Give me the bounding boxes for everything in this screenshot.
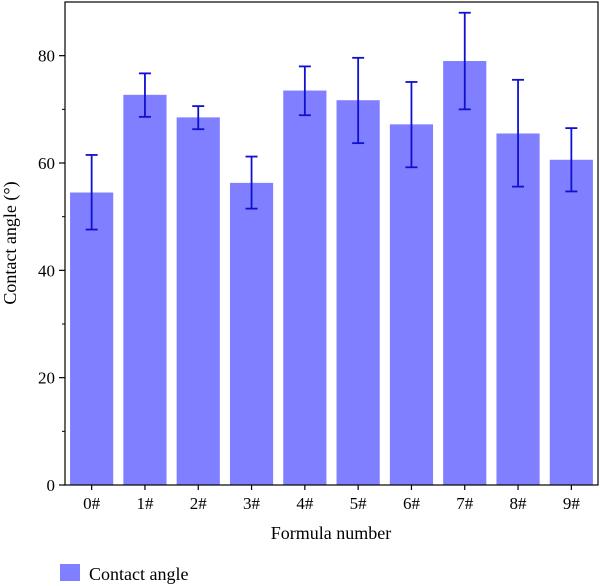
error-bar-5 xyxy=(352,56,365,145)
error-bar-8 xyxy=(512,78,525,188)
x-axis-title: Formula number xyxy=(271,523,391,543)
error-bar-2 xyxy=(192,105,205,131)
bar-2 xyxy=(176,117,220,485)
y-tick-label: 80 xyxy=(38,47,55,66)
legend-label: Contact angle xyxy=(89,564,188,584)
bar-7 xyxy=(443,61,487,485)
bar-9 xyxy=(549,159,593,485)
x-axis: 0# 1# 2# 3# 4# 5# 6# 7# 8# 9# xyxy=(83,485,580,513)
x-tick-label-3: 3# xyxy=(243,494,261,513)
bar-8 xyxy=(496,133,540,486)
y-tick-label: 20 xyxy=(38,369,55,388)
x-tick-label-0: 0# xyxy=(83,494,101,513)
y-tick-label: 60 xyxy=(38,154,55,173)
bar-1 xyxy=(123,94,167,485)
plot-frame xyxy=(64,1,599,486)
bar-6 xyxy=(389,124,434,486)
error-bar-1 xyxy=(138,72,151,118)
error-bar-7 xyxy=(458,11,471,111)
x-tick-label-5: 5# xyxy=(350,494,368,513)
error-bar-4 xyxy=(298,65,311,117)
error-bar-3 xyxy=(245,155,258,210)
error-bars-layer xyxy=(85,11,578,231)
y-tick-label: 40 xyxy=(38,261,55,280)
error-bar-9 xyxy=(565,127,578,193)
bar-0 xyxy=(70,192,114,485)
y-tick-label: 0 xyxy=(47,476,56,495)
x-tick-label-4: 4# xyxy=(296,494,314,513)
x-tick-label-2: 2# xyxy=(190,494,208,513)
x-tick-label-9: 9# xyxy=(563,494,581,513)
bar-4 xyxy=(283,90,327,486)
y-axis-title: Contact angle (°) xyxy=(0,181,21,304)
x-tick-label-6: 6# xyxy=(403,494,421,513)
error-bar-6 xyxy=(405,81,418,169)
x-tick-label-8: 8# xyxy=(510,494,528,513)
legend-swatch xyxy=(60,564,80,581)
error-bar-0 xyxy=(85,154,98,231)
bar-3 xyxy=(229,182,274,486)
bar-5 xyxy=(336,100,380,486)
legend: Contact angle xyxy=(60,564,188,584)
y-axis: 0 20 40 60 80 xyxy=(38,47,65,495)
x-tick-label-7: 7# xyxy=(456,494,474,513)
bars-layer xyxy=(70,61,593,486)
x-tick-label-1: 1# xyxy=(136,494,154,513)
